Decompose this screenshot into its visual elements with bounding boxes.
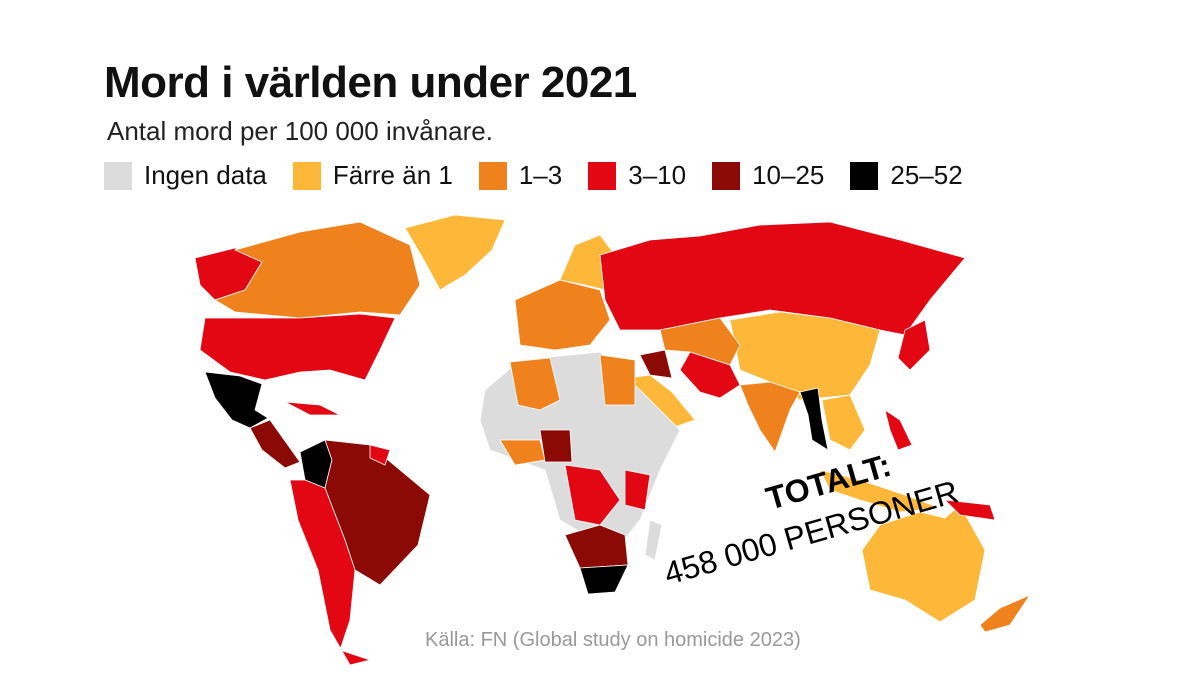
caribbean — [284, 401, 341, 416]
india — [739, 381, 801, 453]
egypt — [599, 354, 636, 406]
legend-swatch — [292, 161, 321, 190]
legend-swatch — [104, 161, 132, 190]
canada — [214, 221, 421, 319]
central-africa — [564, 464, 621, 526]
legend: Ingen data Färre än 1 1–3 3–10 10–25 25–52 — [104, 160, 963, 191]
south-africa — [579, 564, 629, 595]
source: Källa: FN (Global study on homicide 2023… — [425, 629, 801, 651]
legend-swatch — [850, 161, 879, 190]
legend-item: 3–10 — [588, 160, 686, 191]
title: Mord i världen under 2021 — [104, 58, 637, 107]
myanmar — [799, 387, 829, 451]
legend-label: 1–3 — [518, 160, 563, 190]
china-mongolia — [729, 311, 881, 401]
guyanas — [369, 444, 391, 466]
indonesia — [819, 469, 941, 513]
legend-item: 25–52 — [850, 160, 963, 191]
brazil-venezuela — [324, 439, 431, 586]
legend-label: 25–52 — [890, 160, 963, 190]
legend-item: 1–3 — [478, 160, 563, 191]
australia — [861, 504, 986, 623]
subtitle: Antal mord per 100 000 invånare. — [107, 116, 493, 146]
southeast-asia — [821, 394, 866, 451]
philippines — [884, 409, 913, 451]
europe-west — [514, 279, 611, 351]
legend-item: Ingen data — [104, 160, 267, 191]
madagascar — [644, 519, 663, 561]
iraq-syria — [639, 349, 673, 379]
legend-label: 3–10 — [628, 160, 687, 190]
legend-swatch — [478, 161, 507, 190]
nigeria — [539, 429, 573, 463]
legend-label: Ingen data — [144, 160, 267, 190]
japan-korea — [897, 319, 931, 371]
papua — [943, 499, 996, 521]
legend-item: 10–25 — [712, 160, 824, 191]
andes — [289, 479, 372, 666]
greenland — [404, 214, 506, 291]
north-africa — [509, 357, 561, 411]
legend-swatch — [588, 161, 617, 190]
iran-pakistan — [679, 351, 741, 399]
east-africa — [624, 469, 651, 511]
new-zealand — [979, 594, 1032, 633]
legend-swatch — [712, 161, 741, 190]
legend-label: 10–25 — [752, 160, 825, 190]
legend-label: Färre än 1 — [332, 160, 453, 190]
mexico — [204, 371, 269, 429]
legend-item: Färre än 1 — [292, 160, 453, 191]
southern-africa — [564, 524, 629, 569]
usa — [199, 313, 396, 381]
central-america — [249, 419, 301, 469]
